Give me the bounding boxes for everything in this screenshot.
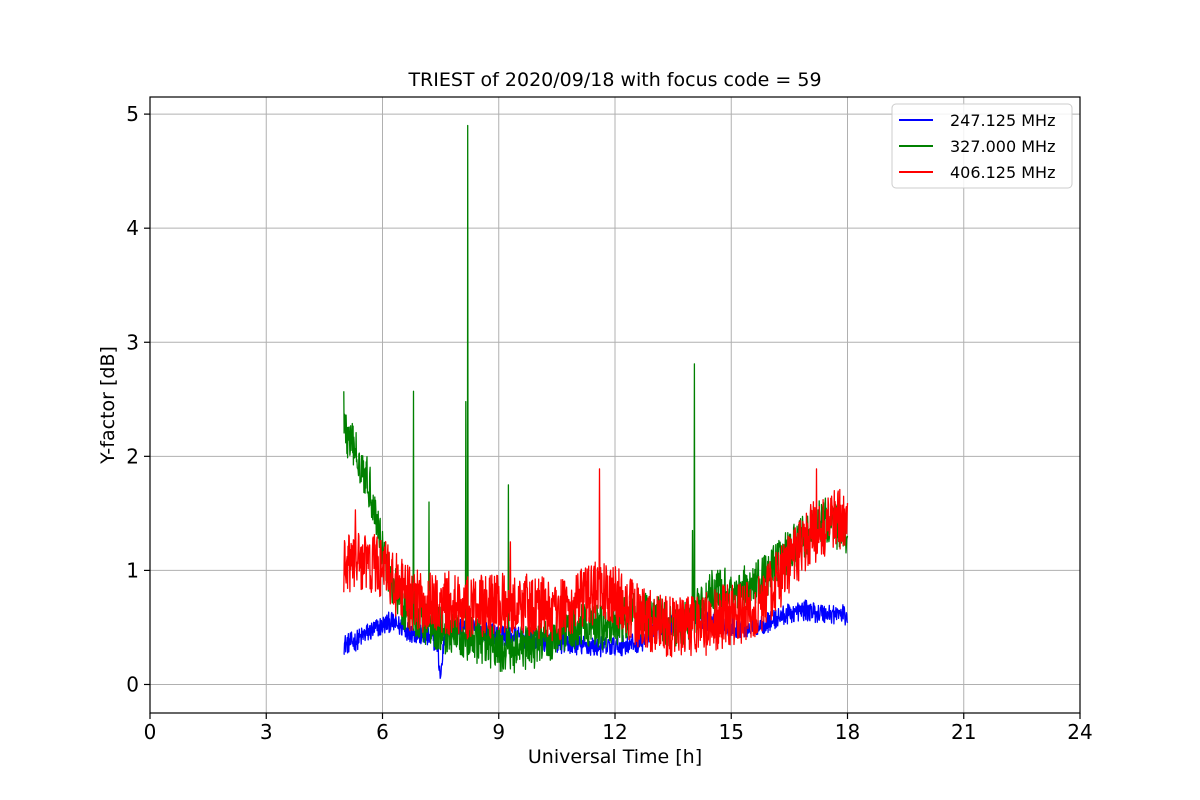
y-tick-label: 1 [126,558,139,582]
y-axis: 0 1 2 3 4 5 [126,102,150,696]
x-tick-label: 6 [376,720,389,744]
series-line-3 [343,468,849,658]
y-tick-label: 3 [126,330,139,354]
series-line-1 [343,599,849,680]
x-axis: 0 3 6 9 12 15 18 21 24 [144,713,1093,744]
y-axis-label: Y-factor [dB] [97,346,119,465]
legend-label: 406.125 MHz [950,163,1055,182]
x-axis-label: Universal Time [h] [528,746,702,768]
x-tick-label: 21 [951,720,976,744]
series-layer [343,124,849,680]
x-tick-label: 18 [835,720,860,744]
y-tick-label: 5 [126,102,139,126]
x-tick-label: 24 [1067,720,1092,744]
legend-label: 327.000 MHz [950,137,1055,156]
legend-label: 247.125 MHz [950,111,1055,130]
y-tick-label: 0 [126,672,139,696]
legend-box [891,103,1073,189]
x-tick-label: 3 [260,720,273,744]
x-tick-label: 0 [144,720,157,744]
x-tick-label: 15 [719,720,744,744]
grid-lines [149,97,1081,713]
y-tick-label: 2 [126,444,139,468]
x-tick-label: 9 [492,720,505,744]
y-tick-label: 4 [126,216,139,240]
chart-title: TRIEST of 2020/09/18 with focus code = 5… [407,69,821,91]
x-tick-label: 12 [602,720,627,744]
legend: 247.125 MHz 327.000 MHz 406.125 MHz [891,103,1073,189]
